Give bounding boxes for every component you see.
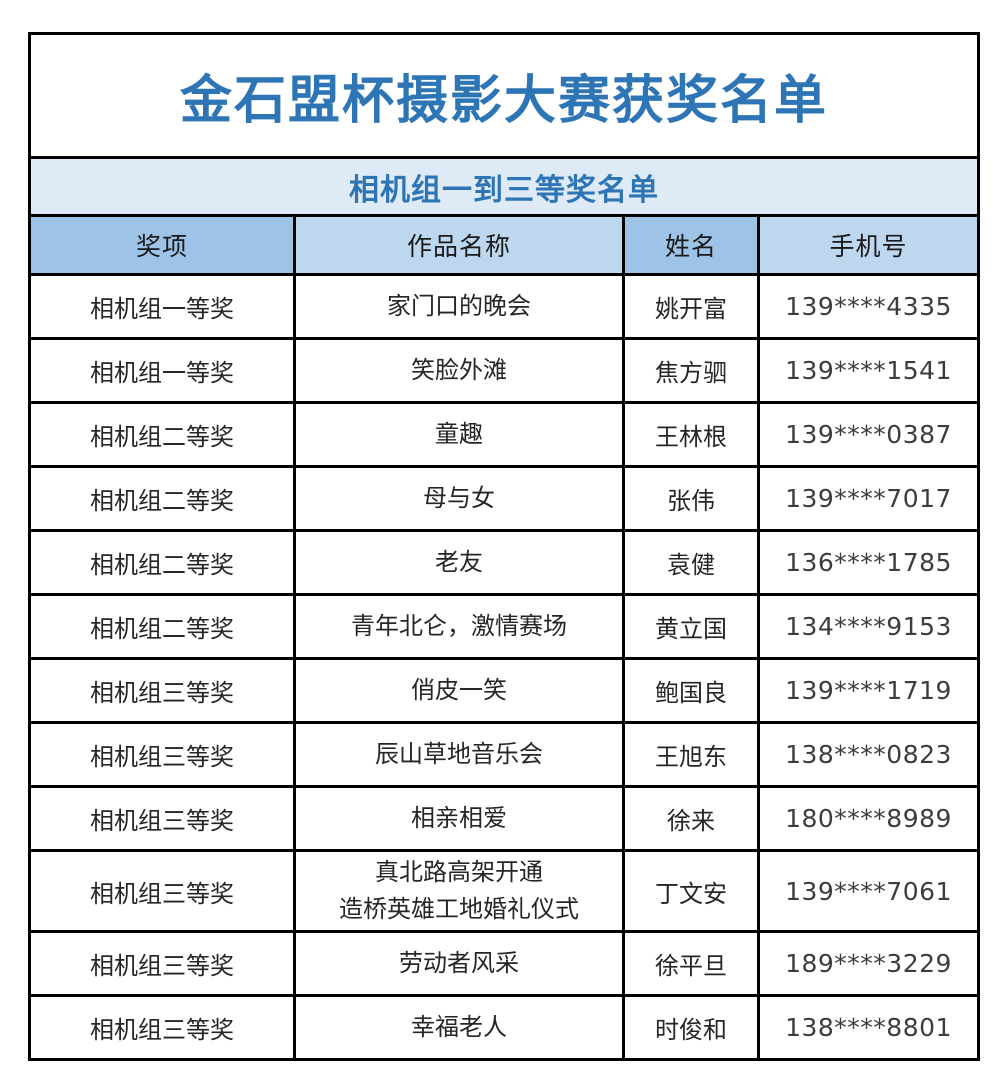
award-cell: 相机组三等奖	[28, 930, 296, 998]
work-title-cell: 家门口的晚会	[293, 273, 625, 340]
winner-name-cell: 时俊和	[622, 994, 760, 1062]
work-title-cell: 劳动者风采	[293, 930, 625, 998]
award-cell: 相机组三等奖	[28, 657, 296, 724]
phone-cell: 139****1541	[756, 337, 981, 404]
section-subtitle: 相机组一到三等奖名单	[27, 156, 981, 217]
title-row: 金石盟杯摄影大赛获奖名单	[27, 32, 981, 159]
column-header-phone: 手机号	[756, 214, 981, 276]
work-title-cell: 幸福老人	[293, 994, 625, 1062]
award-cell: 相机组一等奖	[28, 337, 296, 404]
winner-name-cell: 丁文安	[622, 848, 760, 934]
work-title-cell: 老友	[293, 529, 625, 596]
work-title-cell: 俏皮一笑	[293, 657, 625, 724]
phone-cell: 136****1785	[756, 529, 981, 596]
phone-cell: 189****3229	[756, 930, 981, 998]
work-title-cell: 真北路高架开通 造桥英雄工地婚礼仪式	[293, 848, 625, 934]
award-table: 金石盟杯摄影大赛获奖名单 相机组一到三等奖名单 奖项 作品名称 姓名 手机号 相机组一…	[27, 32, 981, 1062]
table-row: 相机组二等奖 青年北仑，激情赛场 黄立国 134****9153	[28, 593, 981, 660]
page-title: 金石盟杯摄影大赛获奖名单	[27, 32, 981, 159]
winner-name-cell: 黄立国	[622, 593, 760, 660]
award-cell: 相机组一等奖	[28, 273, 296, 340]
winner-name-cell: 徐来	[622, 785, 760, 852]
column-header-row: 奖项 作品名称 姓名 手机号	[28, 214, 981, 276]
phone-cell: 134****9153	[756, 593, 981, 660]
winner-name-cell: 王林根	[622, 401, 760, 468]
phone-cell: 180****8989	[756, 785, 981, 852]
table-row: 相机组三等奖 劳动者风采 徐平旦 189****3229	[28, 930, 981, 998]
winner-name-cell: 姚开富	[622, 273, 760, 340]
work-title-cell: 青年北仑，激情赛场	[293, 593, 625, 660]
award-cell: 相机组二等奖	[28, 593, 296, 660]
table-row: 相机组二等奖 母与女 张伟 139****7017	[28, 465, 981, 532]
table-row: 相机组一等奖 家门口的晚会 姚开富 139****4335	[28, 273, 981, 340]
table-row: 相机组三等奖 幸福老人 时俊和 138****8801	[28, 994, 981, 1062]
phone-cell: 139****7061	[756, 848, 981, 934]
table-row: 相机组一等奖 笑脸外滩 焦方驷 139****1541	[28, 337, 981, 404]
work-title-cell: 相亲相爱	[293, 785, 625, 852]
award-cell: 相机组三等奖	[28, 785, 296, 852]
winner-name-cell: 徐平旦	[622, 930, 760, 998]
column-header-name: 姓名	[622, 214, 760, 276]
phone-cell: 139****7017	[756, 465, 981, 532]
work-title-cell: 母与女	[293, 465, 625, 532]
winner-name-cell: 焦方驷	[622, 337, 760, 404]
column-header-award: 奖项	[28, 214, 296, 276]
winner-name-cell: 张伟	[622, 465, 760, 532]
phone-cell: 139****0387	[756, 401, 981, 468]
table-row: 相机组三等奖 相亲相爱 徐来 180****8989	[28, 785, 981, 852]
award-cell: 相机组三等奖	[28, 994, 296, 1062]
phone-cell: 138****0823	[756, 721, 981, 788]
table-row: 相机组三等奖 真北路高架开通 造桥英雄工地婚礼仪式 丁文安 139****706…	[28, 848, 981, 934]
award-cell: 相机组二等奖	[28, 529, 296, 596]
column-header-work: 作品名称	[293, 214, 625, 276]
table-row: 相机组三等奖 俏皮一笑 鲍国良 139****1719	[28, 657, 981, 724]
winner-name-cell: 王旭东	[622, 721, 760, 788]
work-title-cell: 笑脸外滩	[293, 337, 625, 404]
winner-name-cell: 袁健	[622, 529, 760, 596]
award-cell: 相机组二等奖	[28, 401, 296, 468]
phone-cell: 139****1719	[756, 657, 981, 724]
subtitle-row: 相机组一到三等奖名单	[27, 156, 981, 217]
winner-name-cell: 鲍国良	[622, 657, 760, 724]
phone-cell: 138****8801	[756, 994, 981, 1062]
table-row: 相机组三等奖 辰山草地音乐会 王旭东 138****0823	[28, 721, 981, 788]
work-title-cell: 童趣	[293, 401, 625, 468]
table-row: 相机组二等奖 童趣 王林根 139****0387	[28, 401, 981, 468]
table-row: 相机组二等奖 老友 袁健 136****1785	[28, 529, 981, 596]
phone-cell: 139****4335	[756, 273, 981, 340]
work-title-cell: 辰山草地音乐会	[293, 721, 625, 788]
award-cell: 相机组三等奖	[28, 848, 296, 934]
award-cell: 相机组二等奖	[28, 465, 296, 532]
award-cell: 相机组三等奖	[28, 721, 296, 788]
